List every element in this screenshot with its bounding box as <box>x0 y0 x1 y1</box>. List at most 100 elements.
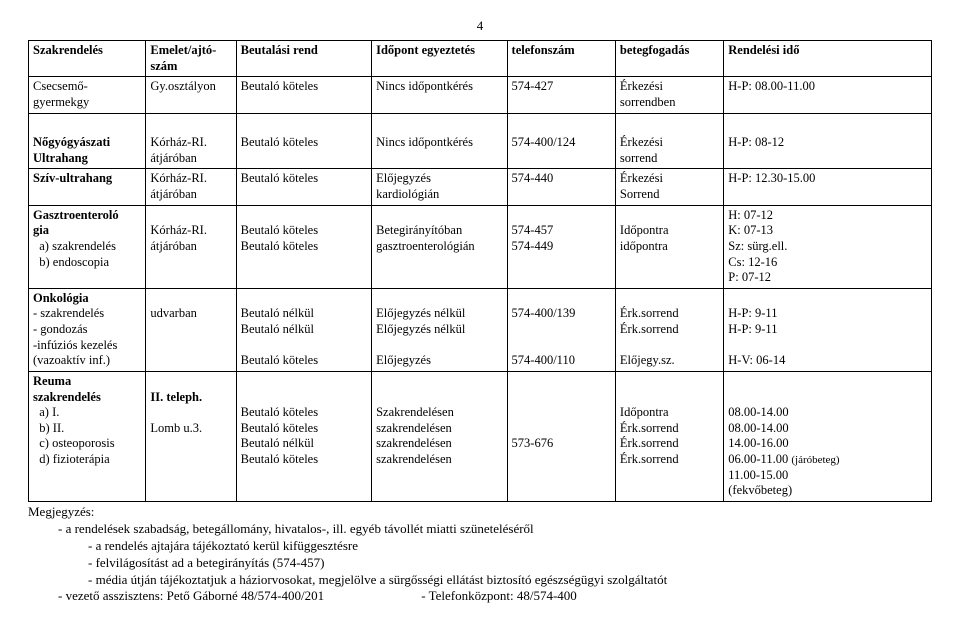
text: Beutaló köteles <box>241 405 318 419</box>
cell: Nőgyógyászati Ultrahang <box>29 133 146 169</box>
text: - gondozás <box>33 322 88 336</box>
text: Előjegyzés <box>376 353 431 367</box>
cell: Kórház-RI. átjáróban <box>146 205 236 288</box>
notes-heading: Megjegyzés: <box>28 504 932 521</box>
text: 573-676 <box>512 436 554 450</box>
text: 08.00-14.00 <box>728 405 788 419</box>
cell: Nincs időpontkérés <box>372 77 507 113</box>
text: H: 07-12 <box>728 208 773 222</box>
text: Beutaló köteles <box>241 452 318 466</box>
text: sorrendben <box>620 95 676 109</box>
cell <box>146 113 236 133</box>
table-row: Onkológia - szakrendelés - gondozás -inf… <box>29 288 932 371</box>
text: Szív-ultrahang <box>33 171 112 185</box>
cell: 574-457 574-449 <box>507 205 615 288</box>
text: - szakrendelés <box>33 306 104 320</box>
table-row: Nőgyógyászati Ultrahang Kórház-RI. átjár… <box>29 133 932 169</box>
text: Előjegyzés nélkül <box>376 322 465 336</box>
text: Beutaló nélkül <box>241 306 314 320</box>
text: Beutaló köteles <box>241 421 318 435</box>
text: b) endoscopia <box>33 255 109 269</box>
text: kardiológián <box>376 187 439 201</box>
table-header-row: Szakrendelés Emelet/ajtó-szám Beutalási … <box>29 41 932 77</box>
cell: Szakrendelésen szakrendelésen szakrendel… <box>372 371 507 501</box>
text: Érk.sorrend <box>620 421 679 435</box>
text: b) II. <box>33 421 64 435</box>
text: szakrendelés <box>33 390 101 404</box>
table-row: Gasztroenteroló gia a) szakrendelés b) e… <box>29 205 932 288</box>
text: Betegirányítóban <box>376 223 462 237</box>
text: Cs: 12-16 <box>728 255 777 269</box>
text: Érk.sorrend <box>620 322 679 336</box>
text: Előjegyzés nélkül <box>376 306 465 320</box>
cell: II. teleph. Lomb u.3. <box>146 371 236 501</box>
text: Csecsemő- <box>33 79 88 93</box>
cell <box>236 113 371 133</box>
text: -infúziós kezelés <box>33 338 117 352</box>
text: szakrendelésen <box>376 436 452 450</box>
text: Érkezési <box>620 135 663 149</box>
text: K: 07-13 <box>728 223 773 237</box>
text: 06.00-11.00 <box>728 452 791 466</box>
text: d) fizioterápia <box>33 452 110 466</box>
cell: Időpontra időpontra <box>615 205 723 288</box>
text: 574-457 <box>512 223 554 237</box>
cell: H: 07-12 K: 07-13 Sz: sürg.ell. Cs: 12-1… <box>724 205 932 288</box>
text: időpontra <box>620 239 668 253</box>
cell <box>615 113 723 133</box>
text: átjáróban <box>150 239 197 253</box>
table-row: Szív-ultrahang Kórház-RI. átjáróban Beut… <box>29 169 932 205</box>
notes-line: - a rendelések szabadság, betegállomány,… <box>58 521 932 538</box>
cell <box>724 113 932 133</box>
text: Időpontra <box>620 405 669 419</box>
text: H-P: 9-11 <box>728 322 777 336</box>
cell: Beutaló köteles <box>236 133 371 169</box>
cell: Reuma szakrendelés a) I. b) II. c) osteo… <box>29 371 146 501</box>
table-row: Reuma szakrendelés a) I. b) II. c) osteo… <box>29 371 932 501</box>
text: Beutaló köteles <box>241 239 318 253</box>
cell: Érkezési Sorrend <box>615 169 723 205</box>
text: Beutaló köteles <box>241 223 318 237</box>
text: sorrend <box>620 151 658 165</box>
table-row: Csecsemő- gyermekgy Gy.osztályon Beutaló… <box>29 77 932 113</box>
cell: Nincs időpontkérés <box>372 133 507 169</box>
cell: Érk.sorrend Érk.sorrend Előjegy.sz. <box>615 288 723 371</box>
text: H-V: 06-14 <box>728 353 785 367</box>
cell: Beutaló nélkül Beutaló nélkül Beutaló kö… <box>236 288 371 371</box>
text: udvarban <box>150 306 197 320</box>
notes-line: - felvilágosítást ad a betegirányítás (5… <box>88 555 932 572</box>
cell <box>507 113 615 133</box>
text: szakrendelésen <box>376 421 452 435</box>
th-szakrendeles: Szakrendelés <box>29 41 146 77</box>
text: - Telefonközpont: 48/574-400 <box>421 588 577 605</box>
cell: Kórház-RI. átjáróban <box>146 169 236 205</box>
text: Onkológia <box>33 291 89 305</box>
cell <box>372 113 507 133</box>
text: átjáróban <box>150 187 197 201</box>
text: (járóbeteg) <box>791 454 839 466</box>
cell: Beutaló köteles <box>236 77 371 113</box>
cell: Érkezési sorrendben <box>615 77 723 113</box>
text: Érkezési <box>620 79 663 93</box>
text: Beutaló köteles <box>241 353 318 367</box>
text: gasztroenterológián <box>376 239 475 253</box>
spacer-row <box>29 113 932 133</box>
cell: Előjegyzés nélkül Előjegyzés nélkül Előj… <box>372 288 507 371</box>
text: Gasztroenteroló <box>33 208 119 222</box>
text: 574-400/139 <box>512 306 576 320</box>
cell: Onkológia - szakrendelés - gondozás -inf… <box>29 288 146 371</box>
text: - vezető asszisztens: Pető Gáborné 48/57… <box>58 588 418 605</box>
cell: Szív-ultrahang <box>29 169 146 205</box>
text: Érk.sorrend <box>620 306 679 320</box>
text: Beutaló nélkül <box>241 436 314 450</box>
text: 08.00-14.00 <box>728 421 788 435</box>
text: P: 07-12 <box>728 270 771 284</box>
cell: Előjegyzés kardiológián <box>372 169 507 205</box>
text: Előjegy.sz. <box>620 353 675 367</box>
cell: Beutaló köteles <box>236 169 371 205</box>
th-rendelesi: Rendelési idő <box>724 41 932 77</box>
notes-line: - média útján tájékoztatjuk a háziorvoso… <box>88 572 932 589</box>
cell: 574-400/124 <box>507 133 615 169</box>
text: 574-449 <box>512 239 554 253</box>
text: (vazoaktív inf.) <box>33 353 110 367</box>
